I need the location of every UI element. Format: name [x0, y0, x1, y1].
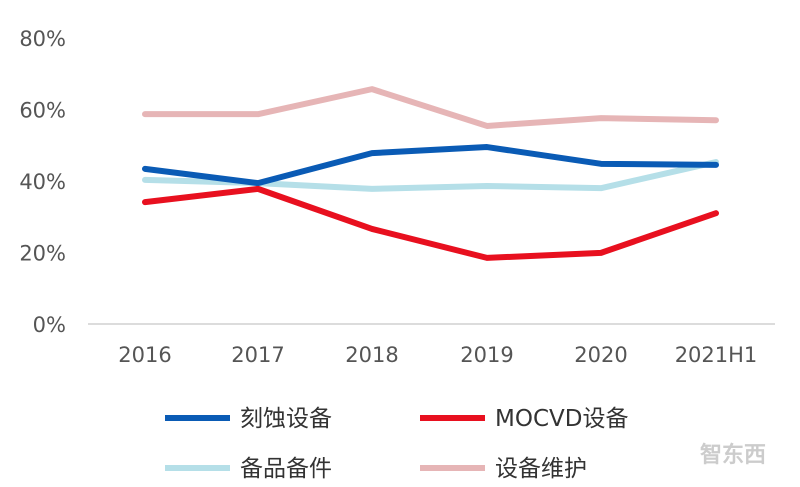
legend-label: 设备维护	[495, 456, 587, 482]
x-tick-label: 2019	[460, 343, 513, 367]
x-tick-label: 2017	[231, 343, 284, 367]
x-tick-label: 2021H1	[675, 343, 758, 367]
y-tick-label: 20%	[19, 242, 66, 266]
y-tick-label: 60%	[19, 99, 66, 123]
legend-label: 刻蚀设备	[240, 406, 332, 432]
y-tick-label: 80%	[19, 27, 66, 51]
x-tick-label: 2018	[345, 343, 398, 367]
series-line-0	[142, 144, 719, 187]
x-tick-label: 2020	[574, 343, 627, 367]
y-tick-label: 0%	[33, 313, 66, 337]
x-tick-label: 2016	[118, 343, 171, 367]
series-line-3	[142, 86, 719, 129]
watermark-logo: 智东西	[700, 442, 766, 468]
legend-label: MOCVD设备	[495, 406, 628, 432]
y-tick-label: 40%	[19, 170, 66, 194]
legend-label: 备品备件	[240, 456, 332, 482]
series-line-1	[142, 185, 719, 261]
